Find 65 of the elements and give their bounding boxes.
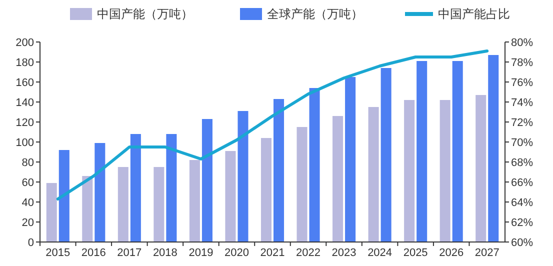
- y-tick-label: 180: [16, 56, 34, 69]
- x-tick-label: 2024: [368, 247, 392, 259]
- x-tick-label: 2021: [260, 247, 285, 259]
- y-tick-label: 0: [28, 236, 34, 249]
- bar: [154, 167, 164, 242]
- bar: [274, 99, 284, 242]
- bar: [82, 176, 93, 242]
- x-tick-label: 2017: [117, 247, 142, 259]
- bar: [296, 127, 308, 242]
- y2-tick-label: 76%: [511, 76, 534, 89]
- bar: [452, 61, 463, 242]
- y2-tick-label: 62%: [511, 216, 534, 229]
- bar: [440, 100, 450, 242]
- x-tick-label: 2022: [296, 247, 321, 259]
- y2-tick-label: 80%: [511, 36, 534, 49]
- bar: [225, 151, 236, 242]
- x-tick-label: 2015: [46, 247, 70, 259]
- y2-tick-label: 64%: [511, 196, 534, 209]
- bar: [332, 116, 344, 242]
- x-tick-label: 2026: [439, 247, 464, 259]
- legend-label: 中国产能（万吨）: [97, 7, 193, 22]
- y-tick-label: 20: [22, 216, 34, 229]
- y2-tick-label: 72%: [511, 116, 534, 129]
- y-tick-label: 60: [22, 176, 34, 189]
- x-tick-label: 2016: [81, 247, 106, 259]
- bar: [202, 119, 212, 242]
- x-tick-label: 2027: [474, 247, 500, 259]
- x-tick-label: 2018: [152, 247, 178, 259]
- bar: [189, 160, 200, 242]
- y-tick-label: 140: [16, 96, 34, 109]
- bar: [46, 183, 57, 242]
- bar: [58, 150, 70, 242]
- y2-tick-label: 60%: [511, 236, 534, 249]
- bar: [416, 61, 428, 242]
- y2-tick-label: 68%: [511, 156, 534, 169]
- bar: [476, 95, 486, 242]
- x-tick-label: 2023: [332, 247, 356, 259]
- x-tick-label: 2025: [403, 247, 428, 259]
- y2-tick-label: 70%: [511, 136, 534, 149]
- bar: [238, 111, 248, 242]
- bar: [309, 88, 320, 242]
- bar: [94, 143, 106, 242]
- bar: [368, 107, 379, 242]
- y-tick-label: 120: [16, 116, 34, 129]
- legend-label: 全球产能（万吨）: [267, 7, 363, 22]
- bar: [488, 55, 499, 242]
- bar: [345, 77, 356, 242]
- y-tick-label: 160: [16, 76, 34, 89]
- y-tick-label: 200: [16, 36, 34, 49]
- line-series: [56, 50, 489, 200]
- y2-tick-label: 66%: [511, 176, 534, 189]
- y-tick-label: 100: [16, 136, 34, 149]
- legend-label: 中国产能占比: [438, 7, 510, 22]
- bar: [404, 100, 415, 242]
- bar: [260, 138, 272, 242]
- y2-tick-label: 78%: [511, 56, 534, 69]
- bar: [166, 134, 177, 242]
- x-tick-label: 2019: [188, 247, 214, 259]
- bar: [130, 134, 141, 242]
- bar: [118, 167, 128, 242]
- y2-tick-label: 74%: [511, 96, 534, 109]
- bar: [380, 68, 392, 242]
- x-tick-label: 2020: [224, 247, 249, 259]
- y-tick-label: 40: [22, 196, 34, 209]
- y-tick-label: 80: [22, 156, 34, 169]
